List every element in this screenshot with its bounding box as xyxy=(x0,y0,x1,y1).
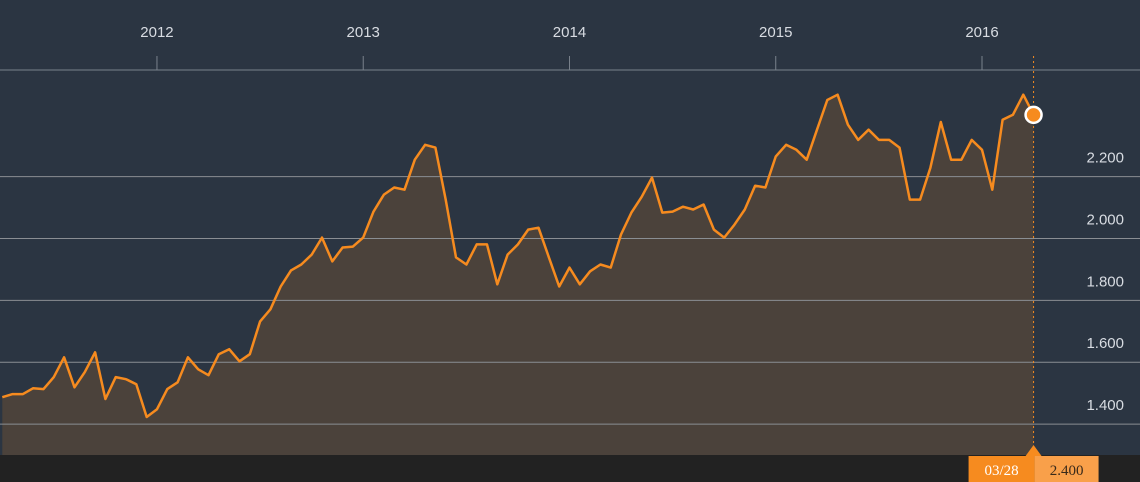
x-tick-label: 2012 xyxy=(140,24,173,41)
date-label: 03/28 xyxy=(984,463,1018,479)
x-tick-label: 2014 xyxy=(553,24,586,41)
date-box xyxy=(968,456,1035,482)
value-box xyxy=(1034,456,1099,482)
y-tick-label: 1.600 xyxy=(1086,335,1124,352)
x-tick-label: 2015 xyxy=(759,24,792,41)
pointer xyxy=(1025,445,1042,456)
y-tick-label: 2.000 xyxy=(1086,212,1124,229)
value-label: 2.400 xyxy=(1050,463,1084,479)
x-tick-label: 2016 xyxy=(965,24,998,41)
last-point xyxy=(1024,105,1043,125)
y-tick-label: 1.400 xyxy=(1086,397,1124,414)
x-tick-label: 2013 xyxy=(347,24,380,41)
y-tick-label: 2.200 xyxy=(1086,150,1124,167)
area xyxy=(2,94,1034,455)
bottom-band xyxy=(0,455,1140,482)
line xyxy=(1,93,1035,419)
y-tick-label: 1.800 xyxy=(1086,273,1124,290)
